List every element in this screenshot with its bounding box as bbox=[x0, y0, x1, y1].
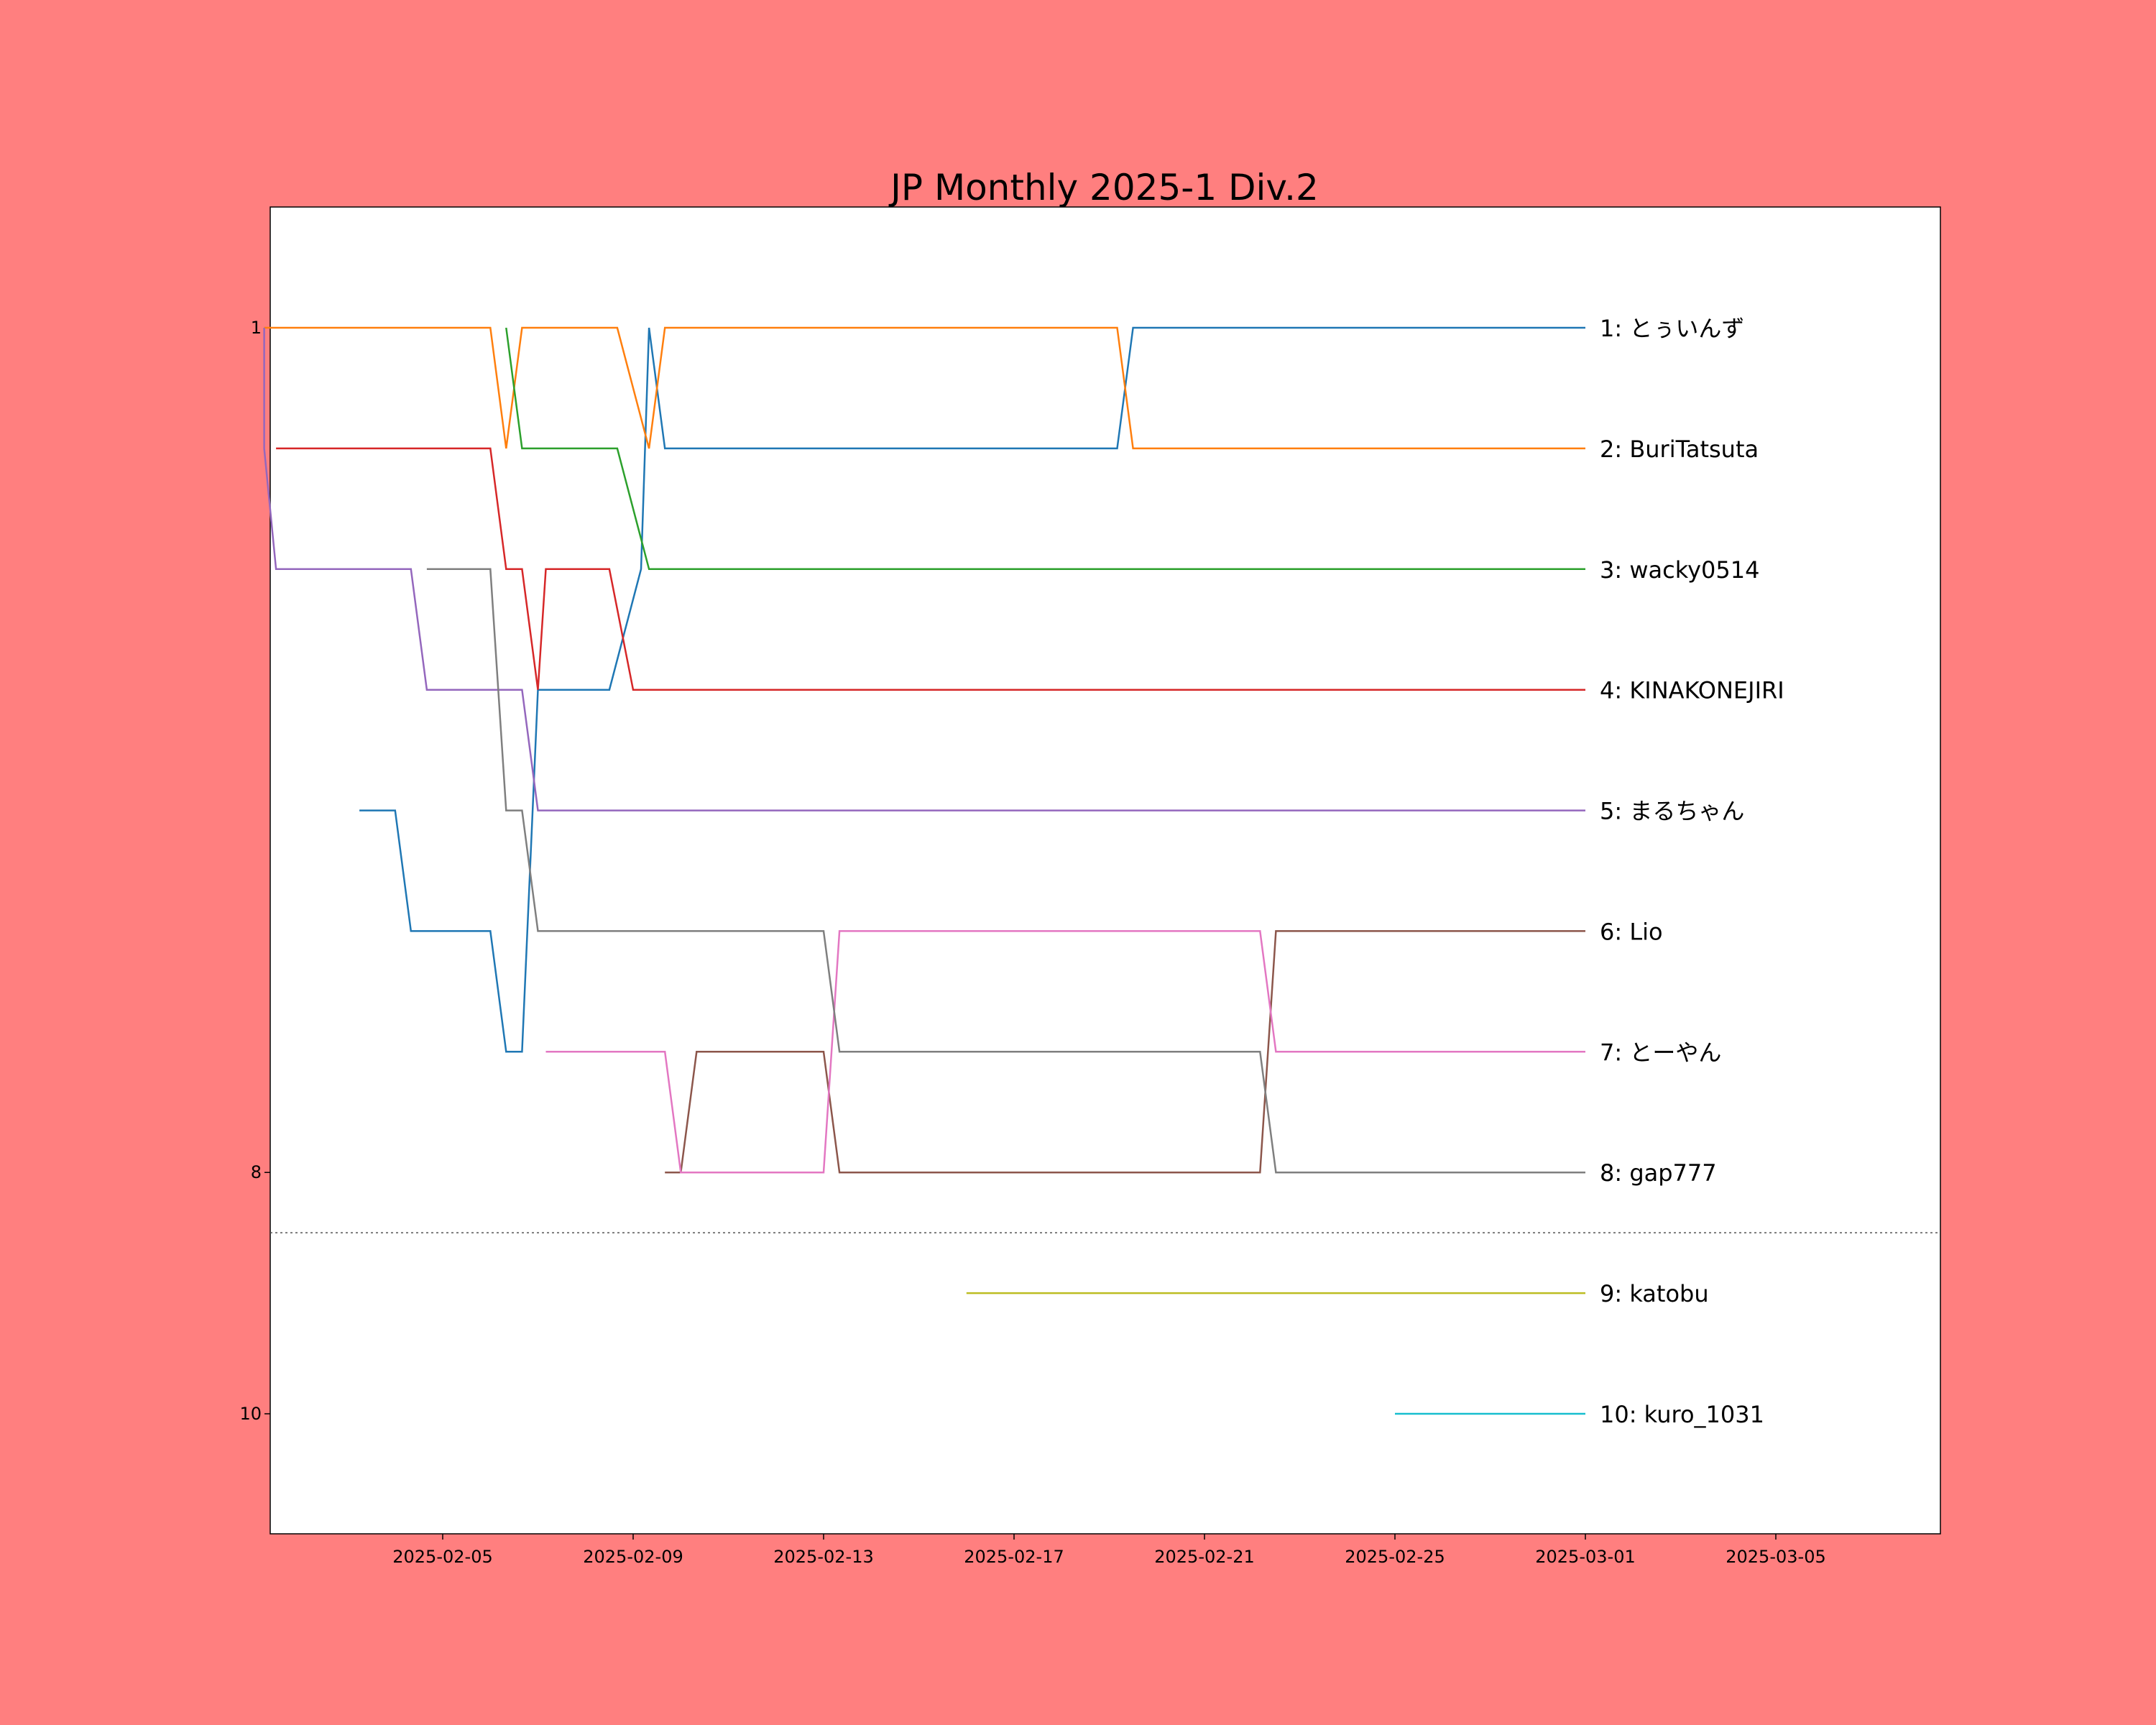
series-end-label: 4: KINAKONEJIRI bbox=[1600, 677, 1784, 704]
y-tick-label: 10 bbox=[239, 1404, 262, 1424]
series-end-label: 2: BuriTatsuta bbox=[1600, 436, 1759, 463]
series-end-label: 5: まるちゃん bbox=[1600, 798, 1744, 825]
y-tick-label: 1 bbox=[251, 318, 262, 338]
series-line-8 bbox=[426, 568, 1585, 1174]
series-end-label: 10: kuro_1031 bbox=[1600, 1401, 1764, 1428]
series-end-label: 7: とーやん bbox=[1600, 1039, 1721, 1066]
series-line-5 bbox=[263, 328, 1585, 811]
series-line-4 bbox=[276, 447, 1585, 691]
x-tick-label: 2025-02-21 bbox=[1154, 1547, 1254, 1567]
y-tick-label: 8 bbox=[251, 1162, 262, 1182]
x-tick-label: 2025-02-05 bbox=[392, 1547, 492, 1567]
series-line-2 bbox=[264, 326, 1585, 450]
series-end-label: 8: gap777 bbox=[1600, 1159, 1717, 1187]
series-end-label: 6: Lio bbox=[1600, 918, 1663, 945]
x-tick-label: 2025-02-09 bbox=[583, 1547, 683, 1567]
x-tick-label: 2025-02-17 bbox=[964, 1547, 1064, 1567]
chart-title: JP Monthly 2025-1 Div.2 bbox=[888, 167, 1319, 208]
series-line-1 bbox=[359, 326, 1585, 1053]
x-tick-label: 2025-03-01 bbox=[1535, 1547, 1635, 1567]
x-tick-label: 2025-02-25 bbox=[1345, 1547, 1445, 1567]
series-end-label: 3: wacky0514 bbox=[1600, 556, 1759, 584]
series-end-label: 9: katobu bbox=[1600, 1280, 1709, 1307]
plot-area bbox=[270, 206, 1941, 1535]
x-tick-label: 2025-03-05 bbox=[1726, 1547, 1825, 1567]
series-end-label: 1: とぅいんず bbox=[1600, 315, 1744, 342]
x-tick-label: 2025-02-13 bbox=[773, 1547, 873, 1567]
series-line-7 bbox=[545, 930, 1585, 1174]
series-line-6 bbox=[665, 930, 1585, 1174]
series-line-3 bbox=[505, 327, 1585, 571]
